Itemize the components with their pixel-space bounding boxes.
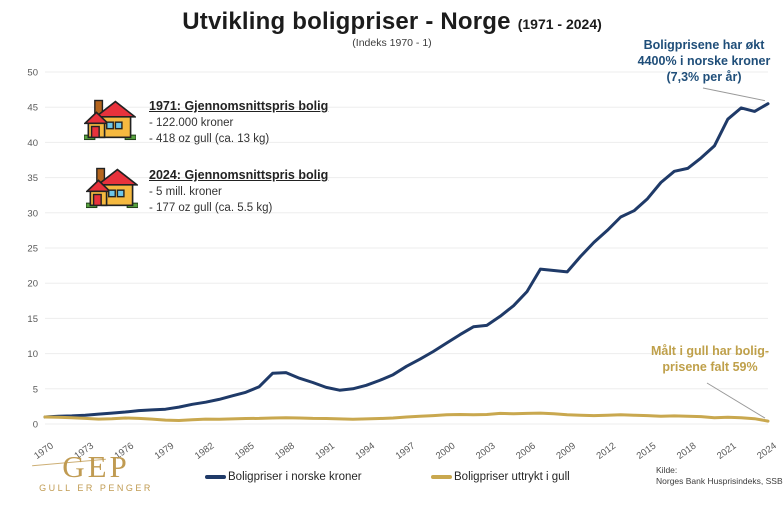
info-1971-heading: 1971: Gjennomsnittspris bolig bbox=[149, 99, 329, 113]
annotation-nok-growth: Boligprisene har økt 4400% i norske kron… bbox=[622, 37, 784, 85]
svg-text:1985: 1985 bbox=[233, 441, 257, 462]
source-label: Kilde: bbox=[656, 465, 678, 475]
chart-subtitle: (Indeks 1970 - 1) bbox=[352, 37, 432, 49]
annotation-gold-line2: prisene falt 59% bbox=[662, 360, 758, 374]
svg-text:2021: 2021 bbox=[715, 441, 739, 462]
info-2024-price: - 5 mill. kroner bbox=[149, 186, 222, 198]
svg-text:2003: 2003 bbox=[474, 441, 498, 462]
legend-item-gold: Boligpriser uttrykt i gull bbox=[431, 471, 570, 483]
info-block-1971: 1971: Gjennomsnittspris bolig - 122.000 … bbox=[149, 99, 409, 147]
annotation-gold-line1: Målt i gull har bolig- bbox=[650, 344, 770, 358]
legend-item-nok: Boligpriser i norske kroner bbox=[205, 471, 362, 483]
legend-label-gold: Boligpriser uttrykt i gull bbox=[454, 471, 570, 483]
svg-text:2012: 2012 bbox=[595, 441, 619, 462]
header: Utvikling boligpriser - Norge (1971 - 20… bbox=[0, 8, 784, 36]
svg-text:10: 10 bbox=[27, 349, 38, 360]
source-text: Norges Bank Husprisindeks, SSB bbox=[656, 476, 783, 486]
svg-text:1982: 1982 bbox=[193, 441, 217, 462]
logo-text: GEP bbox=[62, 449, 130, 484]
svg-text:35: 35 bbox=[27, 173, 38, 184]
page-title-years: (1971 - 2024) bbox=[517, 16, 602, 32]
legend-label-nok: Boligpriser i norske kroner bbox=[228, 471, 362, 483]
svg-text:45: 45 bbox=[27, 103, 38, 114]
page-title: Utvikling boligpriser - Norge bbox=[182, 8, 511, 35]
svg-text:1979: 1979 bbox=[153, 441, 177, 462]
annotation-gold-decline: Målt i gull har bolig- prisene falt 59% bbox=[636, 343, 784, 375]
annotation-nok-line1: Boligprisene har økt bbox=[643, 38, 765, 52]
info-1971-gold: - 418 oz gull (ca. 13 kg) bbox=[149, 132, 270, 145]
svg-text:20: 20 bbox=[27, 279, 38, 290]
house-icon bbox=[84, 99, 136, 141]
svg-text:1994: 1994 bbox=[354, 441, 378, 462]
annotation-nok-line3: (7,3% per år) bbox=[666, 70, 742, 84]
svg-text:1991: 1991 bbox=[313, 441, 337, 462]
gep-logo: GEP GULL ER PENGER bbox=[32, 449, 154, 493]
legend-marker bbox=[205, 475, 226, 479]
svg-text:25: 25 bbox=[27, 244, 38, 255]
info-2024-gold: - 177 oz gull (ca. 5.5 kg) bbox=[149, 201, 273, 214]
svg-text:40: 40 bbox=[27, 138, 38, 149]
house-icon bbox=[86, 167, 138, 209]
svg-text:2015: 2015 bbox=[635, 441, 659, 462]
svg-text:5: 5 bbox=[33, 384, 38, 395]
info-block-2024: 2024: Gjennomsnittspris bolig - 5 mill. … bbox=[149, 168, 409, 216]
svg-text:50: 50 bbox=[27, 68, 38, 79]
legend-marker bbox=[431, 475, 452, 479]
svg-text:1997: 1997 bbox=[394, 441, 418, 462]
svg-text:2009: 2009 bbox=[554, 441, 578, 462]
svg-text:2018: 2018 bbox=[675, 441, 699, 462]
svg-text:2006: 2006 bbox=[514, 441, 538, 462]
svg-text:1988: 1988 bbox=[273, 441, 297, 462]
logo-tagline: GULL ER PENGER bbox=[39, 483, 153, 493]
svg-text:30: 30 bbox=[27, 208, 38, 219]
svg-text:15: 15 bbox=[27, 314, 38, 325]
svg-text:2000: 2000 bbox=[434, 441, 458, 462]
svg-text:0: 0 bbox=[33, 420, 38, 431]
source-note: Kilde: Norges Bank Husprisindeks, SSB bbox=[656, 465, 783, 487]
info-1971-price: - 122.000 kroner bbox=[149, 117, 234, 129]
svg-text:2024: 2024 bbox=[755, 441, 779, 462]
annotation-nok-line2: 4400% i norske kroner bbox=[637, 54, 771, 68]
info-2024-heading: 2024: Gjennomsnittspris bolig bbox=[149, 168, 329, 182]
